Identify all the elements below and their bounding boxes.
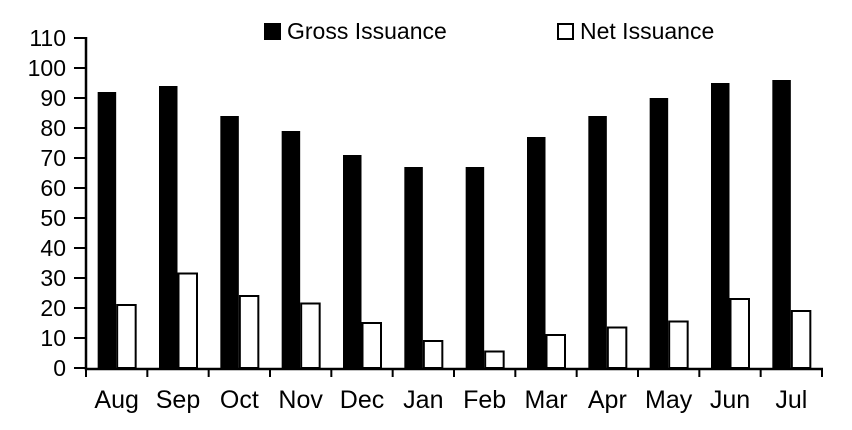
bar-gross-issuance-dec [343, 155, 362, 368]
bar-gross-issuance-mar [527, 137, 546, 368]
y-tick-label-20: 20 [40, 295, 66, 321]
y-tick-label-0: 0 [53, 355, 66, 381]
x-tick-label-oct: Oct [220, 386, 259, 414]
bar-net-issuance-sep [177, 272, 198, 369]
bar-gross-issuance-oct [220, 116, 239, 368]
bar-gross-issuance-jan [404, 167, 423, 368]
bar-net-issuance-dec [361, 322, 382, 369]
x-tick-label-jun: Jun [710, 386, 750, 414]
legend-item-net-issuance: Net Issuance [557, 17, 715, 44]
y-tick-label-70: 70 [40, 145, 66, 171]
legend-item-gross-issuance: Gross Issuance [264, 17, 447, 44]
bar-net-issuance-jan [422, 340, 444, 369]
bar-gross-issuance-feb [465, 167, 485, 368]
bar-net-issuance-jul [790, 310, 812, 369]
bar-gross-issuance-jun [711, 83, 730, 368]
bar-net-issuance-apr [606, 326, 628, 369]
bar-gross-issuance-aug [97, 92, 117, 368]
legend-label-gross-issuance: Gross Issuance [287, 17, 447, 44]
bar-net-issuance-nov [300, 302, 321, 369]
x-tick-label-dec: Dec [340, 386, 384, 414]
bar-gross-issuance-nov [281, 131, 301, 368]
x-tick-label-apr: Apr [588, 386, 627, 414]
x-tick-label-nov: Nov [278, 386, 323, 414]
x-tick-label-aug: Aug [94, 386, 138, 414]
bar-net-issuance-jun [729, 298, 750, 369]
y-tick-label-80: 80 [40, 115, 66, 141]
y-tick-label-60: 60 [40, 175, 66, 201]
bar-net-issuance-oct [238, 295, 260, 369]
y-tick-label-110: 110 [29, 25, 66, 51]
x-tick-label-jul: Jul [775, 386, 807, 414]
legend-label-net-issuance: Net Issuance [580, 17, 715, 44]
net-issuance-swatch-icon [557, 22, 574, 40]
x-tick-label-mar: Mar [524, 386, 567, 414]
gross-issuance-swatch-icon [264, 22, 281, 40]
y-tick-label-40: 40 [40, 235, 66, 261]
y-tick-label-50: 50 [40, 205, 66, 231]
bar-net-issuance-mar [545, 334, 566, 369]
bar-net-issuance-aug [116, 304, 137, 369]
bar-net-issuance-may [668, 320, 689, 369]
x-tick-label-feb: Feb [463, 386, 506, 414]
bar-gross-issuance-apr [588, 116, 607, 368]
y-tick-label-100: 100 [28, 55, 66, 81]
y-tick-label-90: 90 [40, 85, 66, 111]
x-tick-label-jan: Jan [403, 386, 443, 414]
x-tick-label-may: May [645, 386, 693, 414]
bar-gross-issuance-may [649, 98, 669, 368]
x-tick-label-sep: Sep [156, 386, 200, 414]
bar-gross-issuance-jul [772, 80, 791, 368]
y-tick-label-30: 30 [40, 265, 66, 291]
y-tick-label-10: 10 [40, 325, 66, 351]
bar-net-issuance-feb [484, 350, 505, 369]
bar-gross-issuance-sep [159, 86, 178, 368]
